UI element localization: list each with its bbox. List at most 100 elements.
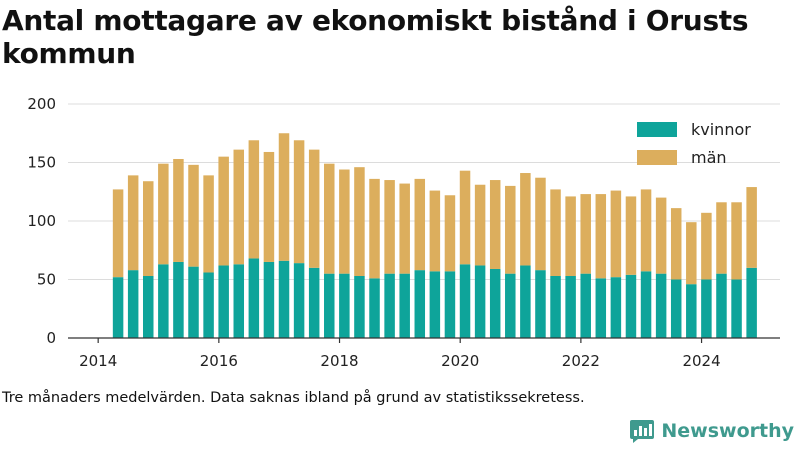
bar-kvinnor — [595, 278, 607, 338]
y-axis-labels: 0 50 100 150 200 — [27, 95, 56, 347]
bar-kvinnor — [520, 265, 531, 338]
bar-man — [731, 202, 742, 280]
bar-kvinnor — [550, 275, 561, 338]
bar-kvinnor — [716, 273, 727, 338]
x-tick-label: 2024 — [682, 352, 720, 370]
bar-kvinnor — [203, 272, 214, 338]
bar-kvinnor — [399, 273, 410, 338]
bar-kvinnor — [489, 268, 501, 338]
bar-man — [248, 140, 260, 259]
bar-kvinnor — [701, 279, 712, 338]
bar-man — [339, 169, 350, 274]
bar-kvinnor — [293, 263, 305, 338]
bar-man — [278, 133, 290, 261]
x-axis: 2014 2016 2018 2020 2022 2024 — [68, 337, 780, 370]
bar-man — [203, 175, 214, 273]
bar-man — [444, 195, 456, 272]
bar-man — [459, 170, 471, 265]
bar-man — [474, 184, 486, 266]
bar-kvinnor — [429, 271, 441, 338]
bar-kvinnor — [218, 265, 229, 338]
newsworthy-logo-icon — [630, 420, 655, 443]
bar-man — [640, 189, 652, 272]
bar-man — [535, 177, 546, 271]
bar-kvinnor — [188, 266, 199, 338]
bar-kvinnor — [731, 279, 742, 338]
bar-kvinnor — [339, 273, 350, 338]
bar-man — [127, 175, 139, 271]
x-tick-label: 2018 — [320, 352, 358, 370]
legend-swatch-man — [637, 150, 677, 165]
bar-man — [324, 163, 335, 274]
bar-man — [550, 189, 561, 276]
bar-kvinnor — [625, 274, 637, 338]
legend-swatch-kvinnor — [637, 122, 677, 137]
bar-man — [701, 212, 712, 280]
bar-kvinnor — [278, 260, 290, 338]
bar-kvinnor — [640, 271, 652, 338]
bar-man — [293, 140, 305, 264]
bar-kvinnor — [173, 261, 184, 338]
bar-kvinnor — [610, 277, 622, 338]
bar-man — [233, 149, 245, 265]
bar-kvinnor — [324, 273, 335, 338]
legend-label: kvinnor — [691, 120, 751, 139]
bar-man — [354, 167, 365, 276]
bar-man — [112, 189, 124, 278]
bar-kvinnor — [384, 273, 395, 338]
brand-name: Newsworthy — [661, 420, 794, 442]
bar-kvinnor — [158, 264, 169, 338]
bar-kvinnor — [746, 267, 757, 338]
y-tick-label: 50 — [37, 271, 56, 289]
bar-man — [595, 194, 607, 279]
bars — [112, 133, 757, 338]
x-tick-label: 2016 — [200, 352, 238, 370]
bar-kvinnor — [580, 273, 591, 338]
bar-kvinnor — [655, 273, 667, 338]
bar-kvinnor — [354, 275, 365, 338]
footnote: Tre månaders medelvärden. Data saknas ib… — [2, 390, 585, 406]
bar-man — [414, 178, 426, 271]
bar-man — [505, 185, 516, 274]
bar-man — [429, 190, 441, 272]
bar-man — [520, 173, 531, 266]
stacked-bar-chart: 0 50 100 150 200 2014 2016 2018 2020 2022 2024 kv… — [27, 95, 780, 370]
bar-kvinnor — [233, 264, 245, 338]
bar-man — [399, 183, 410, 274]
bar-kvinnor — [414, 270, 426, 338]
bar-man — [670, 208, 682, 280]
bar-man — [369, 178, 380, 279]
bar-man — [263, 151, 275, 262]
legend: kvinnor män — [637, 120, 751, 167]
x-tick-label: 2022 — [562, 352, 600, 370]
bar-kvinnor — [263, 261, 275, 338]
bar-man — [384, 180, 395, 274]
bar-man — [565, 196, 576, 276]
bar-kvinnor — [248, 258, 260, 338]
bar-man — [655, 197, 667, 274]
bar-man — [218, 156, 229, 266]
x-tick-label: 2020 — [441, 352, 479, 370]
bar-man — [173, 158, 184, 262]
bar-man — [746, 187, 757, 268]
bar-man — [716, 202, 727, 274]
bar-kvinnor — [112, 277, 124, 338]
legend-label: män — [691, 148, 727, 167]
bar-man — [188, 164, 199, 267]
bar-kvinnor — [565, 275, 576, 338]
chart-title: Antal mottagare av ekonomiskt bistånd i … — [2, 4, 749, 70]
bar-man — [580, 194, 591, 274]
bar-kvinnor — [308, 267, 320, 338]
bar-kvinnor — [459, 264, 471, 338]
bar-man — [489, 180, 501, 269]
bar-man — [625, 196, 637, 275]
bar-kvinnor — [143, 275, 154, 338]
bar-kvinnor — [127, 270, 139, 338]
bar-man — [308, 149, 320, 268]
bar-kvinnor — [444, 271, 456, 338]
bar-kvinnor — [670, 279, 682, 338]
bar-man — [686, 222, 697, 285]
bar-man — [143, 181, 154, 276]
y-tick-label: 200 — [27, 95, 56, 113]
brand: Newsworthy — [629, 418, 794, 444]
